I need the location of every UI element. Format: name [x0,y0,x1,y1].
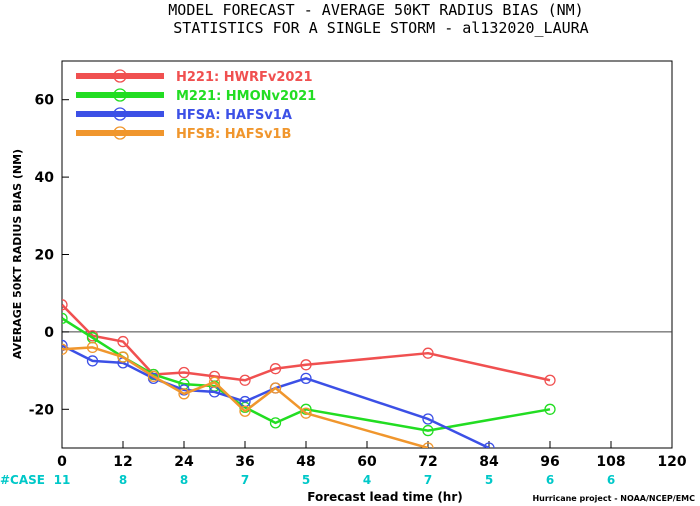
footer-credit: Hurricane project - NOAA/NCEP/EMC [532,494,695,503]
y-tick-label: 40 [35,170,55,186]
plot-area [61,60,673,449]
legend-label-h221: H221: HWRFv2021 [176,70,313,85]
legend-marker-hfsa [113,107,127,121]
case-count: 7 [241,473,249,487]
series-point-m221 [544,403,556,415]
series-point-h221 [422,347,434,359]
x-tick-label: 120 [657,454,686,470]
x-tick-label: 12 [113,454,132,470]
series-point-hfsb [269,382,282,394]
case-counts: #CASE 11 8 8 7 5 4 7 5 6 6 [0,473,615,487]
y-tick-label: 60 [35,93,55,109]
y-axis-label: AVERAGE 50KT RADIUS BIAS (NM) [11,149,24,359]
x-tick-label: 108 [596,454,625,470]
series-point-h221 [300,359,312,371]
x-tick-label: 36 [235,454,254,470]
case-count: 8 [180,473,188,487]
x-tick-label: 0 [57,454,67,470]
series-point-hfsb [147,370,160,383]
series-line-m221 [62,317,551,432]
series-point-h221 [178,366,190,379]
series-point-hfsa [483,442,495,448]
series-point-h221 [544,374,556,386]
legend-marker-hfsb [113,126,127,140]
legend-marker-h221 [113,69,127,83]
case-count: 7 [424,473,432,487]
series-point-hfsa [62,339,68,352]
legend-marker-m221 [113,88,127,102]
series-point-hfsa [300,372,312,384]
series-point-hfsb [178,388,190,400]
series-point-m221 [269,417,282,429]
series-point-hfsb [300,407,312,419]
x-tick-label: 60 [357,454,377,470]
chart-title: MODEL FORECAST - AVERAGE 50KT RADIUS BIA… [168,1,583,19]
y-tick-label: 20 [35,248,55,264]
series-point-h221 [239,374,251,386]
case-count: 4 [363,473,371,487]
series-point-hfsa [86,355,99,367]
series-point-hfsb [117,351,129,363]
case-label: #CASE [0,473,45,487]
y-tick-label: 0 [44,325,54,341]
legend-label-hfsa: HFSA: HAFSv1A [176,108,292,123]
x-tick-label: 72 [418,454,437,470]
legend-label-m221: M221: HMONv2021 [176,89,316,104]
series-point-hfsb [422,442,434,448]
case-count: 5 [302,473,310,487]
x-tick-label: 24 [174,454,194,470]
x-tick-label: 84 [479,454,499,470]
series-point-h221 [269,363,282,375]
series-point-m221 [62,312,68,325]
case-count: 8 [119,473,127,487]
series-line-hfsa [62,344,490,448]
legend: H221: HWRFv2021 M221: HMONv2021 HFSA: HAFS… [76,69,316,142]
axis-ticks: 0 12 24 36 48 60 72 84 96 108 120 -20 0 20 40 60 [29,93,687,470]
x-tick-label: 96 [540,454,559,470]
series-line-h221 [62,303,551,382]
legend-label-hfsb: HFSB: HAFSv1B [176,127,291,142]
series-point-h221 [117,335,129,348]
series-point-hfsb [239,405,251,417]
series-point-m221 [422,424,434,437]
x-tick-label: 48 [296,454,315,470]
case-count: 6 [607,473,615,487]
series-point-hfsb [208,376,221,388]
series-point-hfsa [422,413,434,425]
case-count: 11 [54,473,71,487]
series-layer [62,299,556,448]
series-point-hfsb [62,343,68,355]
series-line-hfsb [62,346,429,448]
chart-subtitle: STATISTICS FOR A SINGLE STORM - al132020… [173,19,588,37]
case-count: 6 [546,473,554,487]
series-point-hfsb [86,341,99,354]
x-axis-label: Forecast lead time (hr) [307,490,463,504]
series-point-h221 [62,299,68,311]
case-count: 5 [485,473,493,487]
y-tick-label: -20 [29,402,55,418]
